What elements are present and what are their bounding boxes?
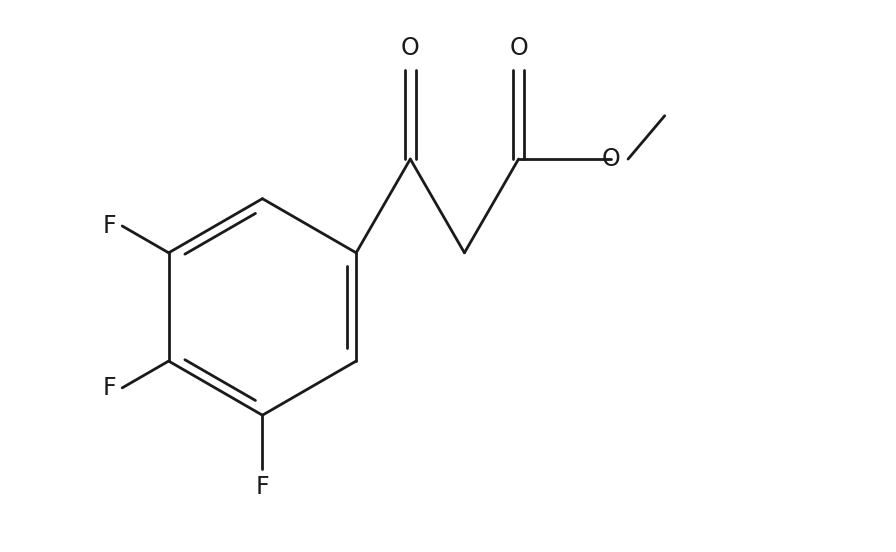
Text: F: F (102, 214, 116, 238)
Text: O: O (401, 36, 419, 60)
Text: F: F (255, 475, 269, 499)
Text: O: O (601, 147, 620, 171)
Text: O: O (509, 36, 528, 60)
Text: F: F (102, 376, 116, 400)
